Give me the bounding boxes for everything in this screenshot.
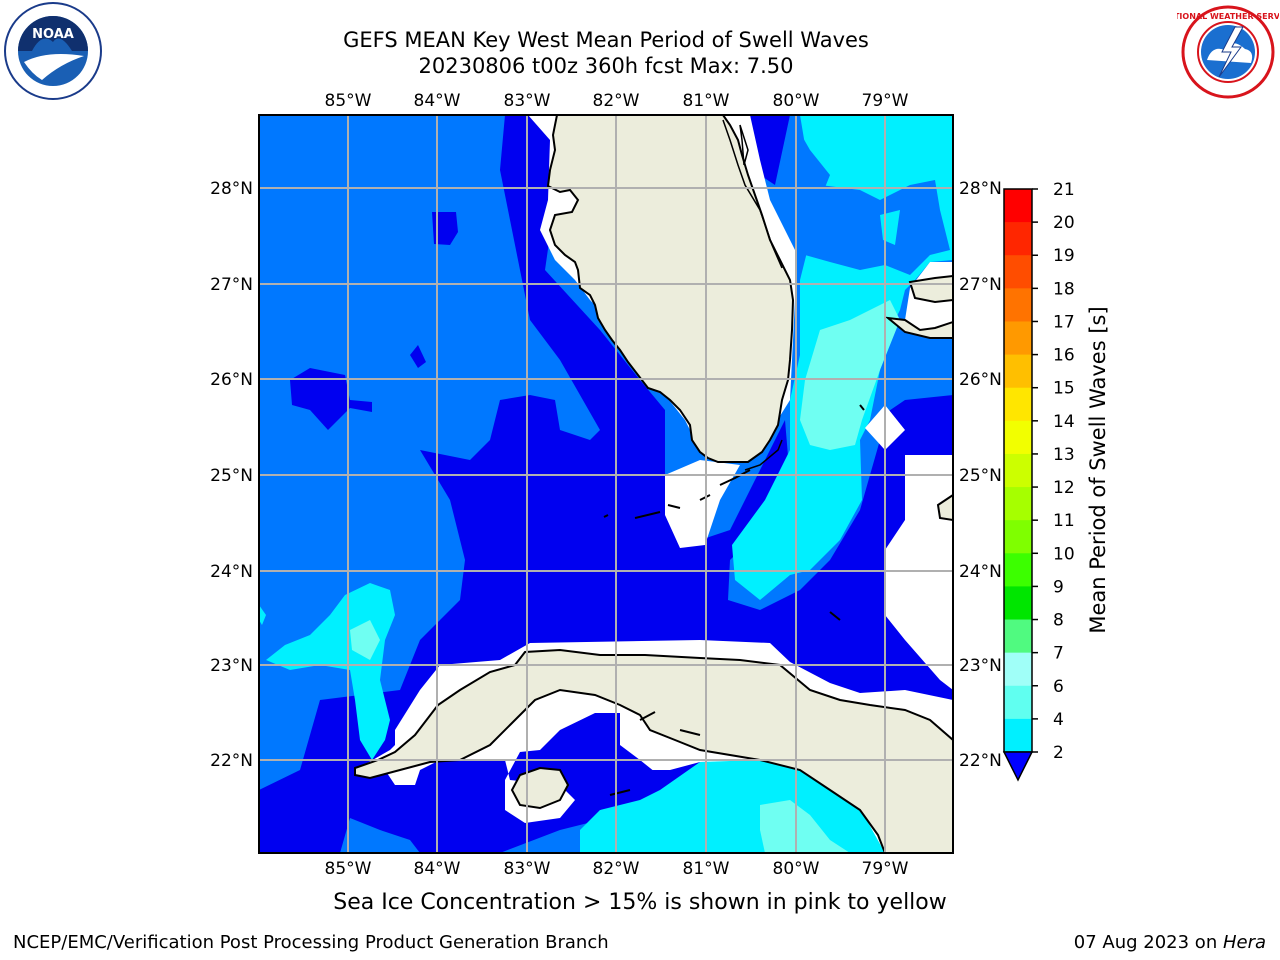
noaa-logo-icon: NOAA [4,2,102,100]
colorbar-tick-label: 14 [1053,412,1075,432]
chart-subtitle: 20230806 t00z 360h fcst Max: 7.50 [418,54,794,78]
graticule [259,115,953,853]
colorbar: 21 20 19 18 17 16 15 14 13 12 11 10 9 8 7 6 4 2 Mean Peri… [1002,180,1110,782]
lon-label: 84°W [414,859,461,879]
lat-label: 22°N [959,751,1002,771]
lat-label: 24°N [210,562,253,582]
colorbar-tick-label: 20 [1053,213,1075,233]
lat-labels-left: 28°N 27°N 26°N 25°N 24°N 23°N 22°N [210,179,253,771]
colorbar-tick-label: 12 [1053,478,1075,498]
colorbar-band [1004,586,1032,621]
lon-label: 85°W [325,859,372,879]
colorbar-tick-label: 17 [1053,312,1075,332]
colorbar-tick-label: 18 [1053,279,1075,299]
machine-name: Hera [1222,932,1266,953]
colorbar-tick-label: 11 [1053,511,1075,531]
lat-label: 22°N [210,751,253,771]
lat-labels-right: 28°N 27°N 26°N 25°N 24°N 23°N 22°N [959,179,1002,771]
colorbar-band [1004,619,1032,654]
colorbar-band [1004,354,1032,389]
colorbar-band [1004,420,1032,455]
colorbar-tick-label: 7 [1053,644,1064,664]
lon-label: 80°W [773,859,820,879]
map-area [259,115,953,853]
colorbar-band [1004,487,1032,521]
lon-labels-bottom: 85°W 84°W 83°W 82°W 81°W 80°W 79°W [325,859,909,879]
colorbar-band [1004,453,1032,488]
colorbar-tick-label: 13 [1053,445,1075,465]
lat-label: 25°N [959,466,1002,486]
colorbar-tick-label: 21 [1053,180,1075,200]
colorbar-band [1004,553,1032,587]
lon-labels-top: 85°W 84°W 83°W 82°W 81°W 80°W 79°W [325,91,909,111]
lat-label: 28°N [210,179,253,199]
lat-label: 25°N [210,466,253,486]
colorbar-tick-label: 10 [1053,544,1075,564]
colorbar-tick-label: 16 [1053,346,1075,366]
colorbar-band [1004,321,1032,356]
date-text: 07 Aug 2023 on Hera [1074,932,1266,953]
chart-title: GEFS MEAN Key West Mean Period of Swell … [343,28,869,52]
colorbar-bands [1004,189,1032,753]
svg-text:NATIONAL WEATHER SERVICE: NATIONAL WEATHER SERVICE [1177,12,1279,21]
colorbar-tick-label: 2 [1053,743,1064,763]
colorbar-ticks: 21 20 19 18 17 16 15 14 13 12 11 10 9 8 7 6 4 2 [1032,180,1075,763]
colorbar-tick-label: 9 [1053,577,1064,597]
colorbar-label: Mean Period of Swell Waves [s] [1086,306,1110,633]
date-label: 07 Aug 2023 on [1073,932,1223,953]
colorbar-tick-label: 6 [1053,677,1064,697]
lon-label: 83°W [504,859,551,879]
colorbar-tick-label: 15 [1053,379,1075,399]
lon-label: 82°W [593,91,640,111]
nws-logo-icon: NATIONAL WEATHER SERVICE [1177,5,1279,99]
map-frame [258,114,954,854]
credit-text: NCEP/EMC/Verification Post Processing Pr… [13,932,609,953]
lat-label: 24°N [959,562,1002,582]
colorbar-band [1004,222,1032,256]
colorbar-band [1004,255,1032,289]
lat-label: 26°N [210,370,253,390]
lon-label: 83°W [504,91,551,111]
lat-label: 23°N [959,656,1002,676]
cuba-land [354,648,953,853]
sea-ice-note: Sea Ice Concentration > 15% is shown in … [333,890,947,915]
florida-land [546,115,795,463]
lon-label: 79°W [862,859,909,879]
colorbar-tick-label: 19 [1053,246,1075,266]
lon-label: 81°W [683,91,730,111]
lat-label: 27°N [210,275,253,295]
lat-label: 23°N [210,656,253,676]
lat-label: 27°N [959,275,1002,295]
noaa-logo-text: NOAA [32,27,74,42]
colorbar-band [1004,189,1032,223]
colorbar-band [1004,718,1032,753]
lon-label: 85°W [325,91,372,111]
lon-label: 79°W [862,91,909,111]
lon-label: 82°W [593,859,640,879]
colorbar-band [1004,387,1032,422]
colorbar-band [1004,685,1032,720]
lat-label: 28°N [959,179,1002,199]
lon-label: 81°W [683,859,730,879]
colorbar-band [1004,288,1032,322]
colorbar-tick-label: 4 [1053,710,1064,730]
lat-label: 26°N [959,370,1002,390]
lon-label: 80°W [773,91,820,111]
colorbar-tick-label: 8 [1053,611,1064,631]
colorbar-extend-arrow [1002,751,1034,782]
colorbar-band [1004,520,1032,554]
colorbar-band [1004,652,1032,687]
lon-label: 84°W [414,91,461,111]
